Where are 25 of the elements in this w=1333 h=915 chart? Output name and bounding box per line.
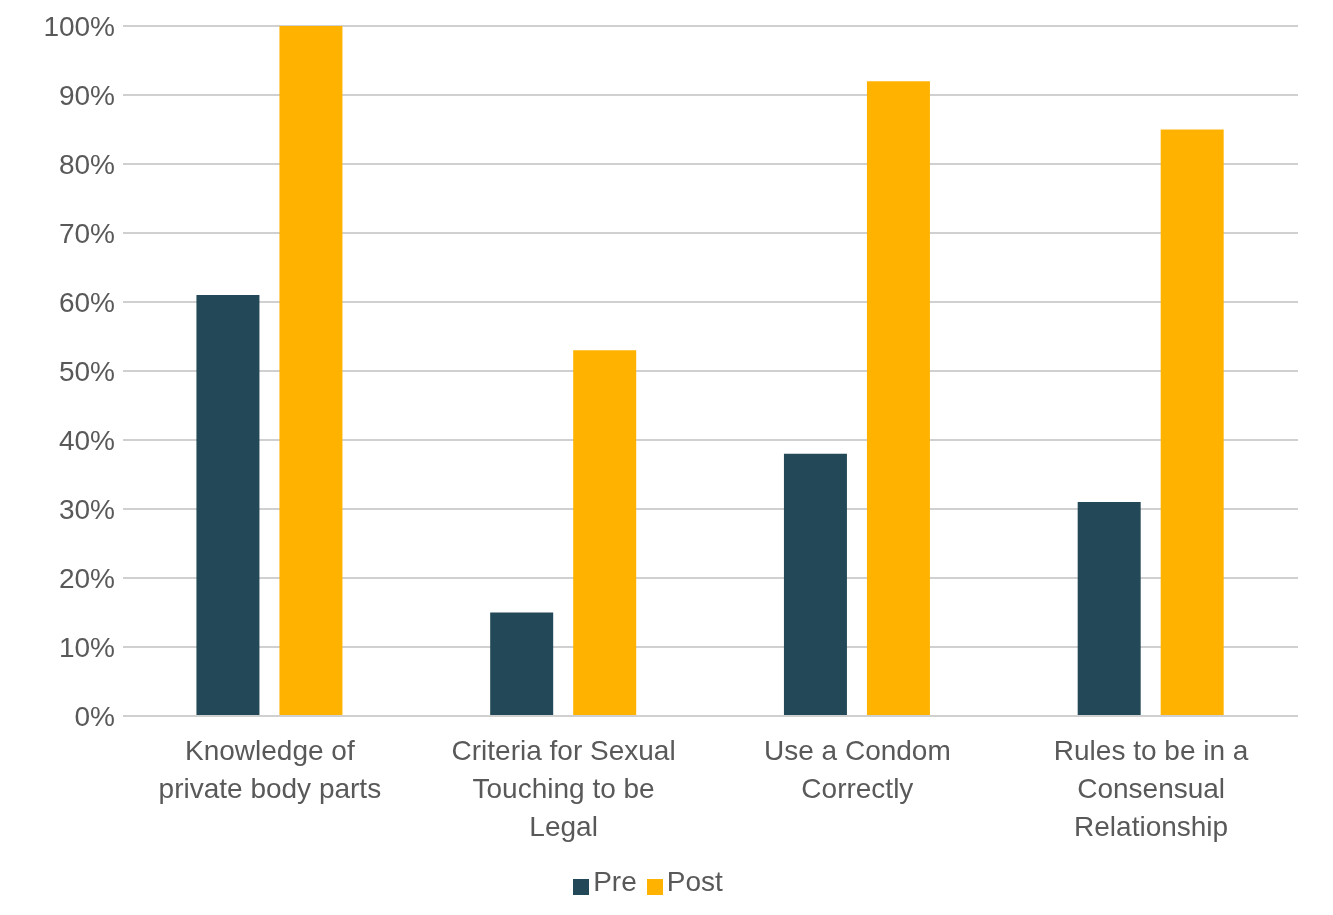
x-tick-label: Use a Condom Correctly bbox=[763, 735, 951, 804]
y-tick-label: 50% bbox=[58, 355, 115, 387]
bar bbox=[866, 81, 930, 716]
bar bbox=[573, 350, 637, 716]
legend-label: Pre bbox=[593, 866, 637, 897]
y-tick-label: 10% bbox=[58, 631, 115, 663]
y-tick-label: 40% bbox=[58, 424, 115, 456]
y-tick-label: 30% bbox=[58, 493, 115, 525]
legend-label: Post bbox=[666, 866, 723, 897]
y-tick-label: 100% bbox=[43, 10, 115, 42]
y-tick-label: 70% bbox=[58, 217, 115, 249]
bar bbox=[490, 612, 554, 716]
y-tick-label: 0% bbox=[74, 700, 115, 732]
y-tick-label: 20% bbox=[58, 562, 115, 594]
bar bbox=[783, 453, 847, 716]
y-tick-label: 60% bbox=[58, 286, 115, 318]
y-tick-label: 90% bbox=[58, 79, 115, 111]
y-tick-label: 80% bbox=[58, 148, 115, 180]
x-tick-label: Criteria for Sexual Touching to be Legal bbox=[451, 735, 676, 842]
bar bbox=[196, 295, 260, 716]
bar bbox=[279, 26, 343, 716]
bar bbox=[1077, 502, 1141, 716]
bar bbox=[1160, 129, 1224, 716]
x-tick-label: Rules to be in a Consensual Relationship bbox=[1053, 735, 1249, 842]
x-tick-label: Knowledge of private body parts bbox=[158, 735, 382, 804]
